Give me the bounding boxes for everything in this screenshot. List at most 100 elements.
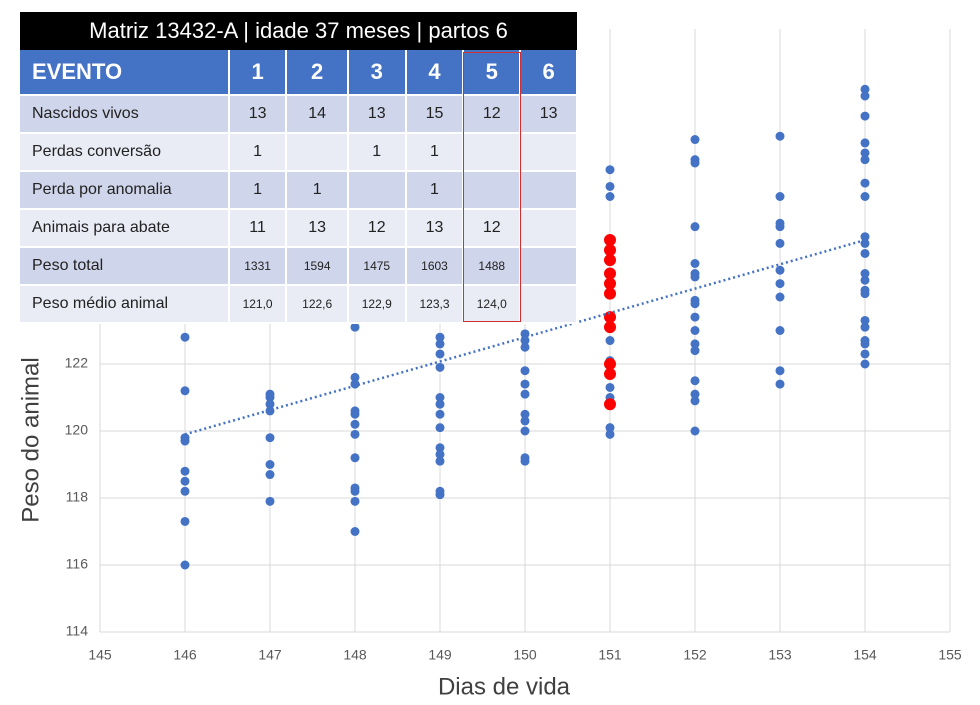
table-cell: 11: [228, 209, 288, 248]
data-point: [604, 234, 616, 247]
data-point: [860, 349, 870, 359]
y-tick-label: 114: [66, 623, 89, 639]
data-point: [604, 244, 616, 257]
data-point: [604, 287, 616, 300]
data-point: [265, 470, 275, 480]
table-cell: 122,6: [286, 285, 349, 324]
data-point: [860, 111, 870, 121]
data-point: [860, 238, 870, 248]
data-point: [350, 372, 360, 382]
data-point: [520, 409, 530, 419]
data-point: [775, 192, 785, 201]
data-point: [265, 496, 275, 506]
data-point: [180, 466, 190, 476]
table-cell: [520, 247, 578, 286]
data-point: [435, 490, 445, 500]
row-label: Perdas conversão: [20, 133, 230, 172]
data-point: [860, 91, 870, 101]
table-cell: 1: [286, 171, 349, 210]
table-row: Peso médio animal 121,0 122,6 122,9 123,3 124…: [20, 285, 578, 324]
data-point: [350, 453, 360, 463]
data-point: [604, 368, 616, 381]
data-point: [435, 409, 445, 419]
table-title: Matriz 13432-A | idade 37 meses | partos…: [20, 12, 577, 50]
data-point: [350, 379, 360, 389]
y-tick-label: 118: [66, 489, 89, 505]
data-point: [605, 181, 615, 191]
data-point: [265, 399, 275, 409]
data-point: [860, 269, 870, 279]
data-point: [604, 254, 616, 267]
header-cell: 1: [228, 50, 288, 96]
data-point: [350, 322, 360, 332]
row-label: Animais para abate: [20, 209, 230, 248]
table-cell: 1: [347, 133, 407, 172]
data-point: [435, 332, 445, 342]
data-point: [690, 135, 700, 145]
table-row: Perda por anomalia 1 1 1: [20, 171, 578, 210]
data-point: [605, 336, 615, 346]
x-tick-label: 149: [428, 647, 452, 663]
data-point: [690, 259, 700, 268]
data-point: [860, 248, 870, 258]
data-point: [860, 359, 870, 369]
row-label: Peso médio animal: [20, 285, 230, 324]
x-tick-label: 152: [683, 647, 707, 663]
data-point: [520, 379, 530, 389]
data-point: [605, 429, 615, 439]
table-cell: 13: [286, 209, 349, 248]
data-point: [435, 399, 445, 409]
data-point: [520, 426, 530, 436]
data-point: [435, 349, 445, 359]
table-cell: 1488: [463, 247, 522, 286]
event-table: Matriz 13432-A | idade 37 meses | partos…: [20, 12, 578, 324]
data-point: [690, 299, 700, 309]
data-point: [690, 346, 700, 356]
data-point: [350, 496, 360, 506]
table-cell: [463, 171, 522, 210]
data-point: [350, 486, 360, 496]
table-cell: 1: [405, 171, 465, 210]
data-point: [860, 275, 870, 285]
table-cell: 13: [405, 209, 465, 248]
data-point: [775, 366, 785, 376]
row-label: Nascidos vivos: [20, 95, 230, 134]
table-cell: 123,3: [405, 285, 465, 324]
data-point: [265, 393, 275, 402]
table-cell: 15: [405, 95, 465, 134]
data-point: [775, 292, 785, 302]
table-cell: 1: [228, 133, 288, 172]
table-cell: 12: [463, 95, 522, 134]
x-tick-label: 148: [343, 647, 367, 663]
data-point: [690, 326, 700, 335]
data-point: [604, 311, 616, 324]
table-cell: [520, 285, 578, 324]
data-point: [350, 419, 360, 429]
data-point: [690, 376, 700, 386]
y-tick-label: 116: [66, 556, 89, 572]
table-cell: 121,0: [228, 285, 288, 324]
table-cell: 13: [228, 95, 288, 134]
table-cell: [520, 133, 578, 172]
data-point: [775, 265, 785, 275]
table-cell: 12: [463, 209, 522, 248]
table-cell: 13: [347, 95, 407, 134]
data-point: [860, 192, 870, 201]
data-point: [520, 342, 530, 352]
table-title-row: Matriz 13432-A | idade 37 meses | partos…: [20, 12, 577, 50]
data-point: [690, 396, 700, 406]
table-cell: 14: [286, 95, 349, 134]
data-point: [180, 560, 190, 570]
table-cell: [520, 171, 578, 210]
table-cell: 1594: [286, 247, 349, 286]
data-point: [690, 158, 700, 168]
data-point: [180, 486, 190, 496]
data-point: [690, 339, 700, 349]
x-tick-label: 153: [768, 647, 792, 663]
table-cell: [520, 209, 578, 248]
data-point: [860, 232, 870, 242]
table-cell: [347, 171, 407, 210]
table-cell: [286, 133, 349, 172]
table-cell: 1331: [228, 247, 288, 286]
